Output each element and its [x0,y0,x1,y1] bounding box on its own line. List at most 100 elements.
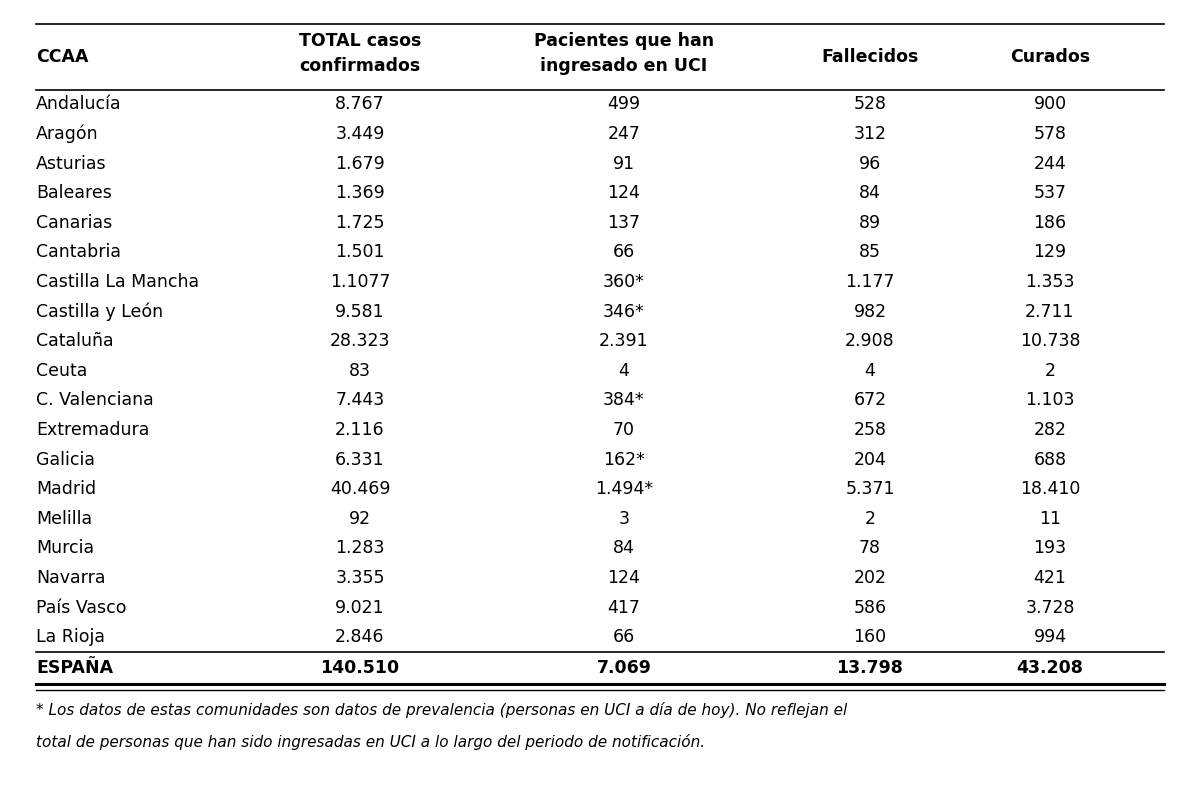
Text: 66: 66 [613,243,635,262]
Text: 3: 3 [618,510,630,528]
Text: 586: 586 [853,598,887,617]
Text: 124: 124 [607,184,641,202]
Text: 84: 84 [613,539,635,558]
Text: C. Valenciana: C. Valenciana [36,391,154,410]
Text: 312: 312 [853,125,887,143]
Text: 2.908: 2.908 [845,332,895,350]
Text: Baleares: Baleares [36,184,112,202]
Text: 2.391: 2.391 [599,332,649,350]
Text: 96: 96 [859,154,881,173]
Text: 2.846: 2.846 [335,628,385,646]
Text: 3.449: 3.449 [335,125,385,143]
Text: 85: 85 [859,243,881,262]
Text: 91: 91 [613,154,635,173]
Text: Asturias: Asturias [36,154,107,173]
Text: 6.331: 6.331 [335,450,385,469]
Text: 13.798: 13.798 [836,659,904,677]
Text: 186: 186 [1033,214,1067,232]
Text: 1.369: 1.369 [335,184,385,202]
Text: 360*: 360* [604,273,644,291]
Text: 247: 247 [607,125,641,143]
Text: Fallecidos: Fallecidos [821,48,919,66]
Text: 282: 282 [1033,421,1067,439]
Text: Castilla y León: Castilla y León [36,302,163,321]
Text: 2.711: 2.711 [1025,302,1075,321]
Text: 2: 2 [1044,362,1056,380]
Text: 84: 84 [859,184,881,202]
Text: Murcia: Murcia [36,539,94,558]
Text: Madrid: Madrid [36,480,96,498]
Text: 204: 204 [853,450,887,469]
Text: * Los datos de estas comunidades son datos de prevalencia (personas en UCI a día: * Los datos de estas comunidades son dat… [36,702,847,718]
Text: 578: 578 [1033,125,1067,143]
Text: 1.725: 1.725 [335,214,385,232]
Text: 83: 83 [349,362,371,380]
Text: 4: 4 [618,362,630,380]
Text: 78: 78 [859,539,881,558]
Text: 1.494*: 1.494* [595,480,653,498]
Text: 4: 4 [864,362,876,380]
Text: 2: 2 [864,510,876,528]
Text: 1.103: 1.103 [1025,391,1075,410]
Text: 3.728: 3.728 [1025,598,1075,617]
Text: 1.353: 1.353 [1025,273,1075,291]
Text: 9.021: 9.021 [335,598,385,617]
Text: 672: 672 [853,391,887,410]
Text: 18.410: 18.410 [1020,480,1080,498]
Text: 7.069: 7.069 [596,659,652,677]
Text: 160: 160 [853,628,887,646]
Text: 688: 688 [1033,450,1067,469]
Text: Navarra: Navarra [36,569,106,587]
Text: 982: 982 [853,302,887,321]
Text: 346*: 346* [604,302,644,321]
Text: 421: 421 [1033,569,1067,587]
Text: 994: 994 [1033,628,1067,646]
Text: TOTAL casos: TOTAL casos [299,32,421,50]
Text: 129: 129 [1033,243,1067,262]
Text: La Rioja: La Rioja [36,628,106,646]
Text: 202: 202 [853,569,887,587]
Text: Canarias: Canarias [36,214,113,232]
Text: 66: 66 [613,628,635,646]
Text: Curados: Curados [1010,48,1090,66]
Text: 537: 537 [1033,184,1067,202]
Text: 124: 124 [607,569,641,587]
Text: ingresado en UCI: ingresado en UCI [540,58,708,75]
Text: 2.116: 2.116 [335,421,385,439]
Text: Ceuta: Ceuta [36,362,88,380]
Text: 28.323: 28.323 [330,332,390,350]
Text: 900: 900 [1033,95,1067,114]
Text: CCAA: CCAA [36,48,89,66]
Text: 40.469: 40.469 [330,480,390,498]
Text: Melilla: Melilla [36,510,92,528]
Text: 140.510: 140.510 [320,659,400,677]
Text: 89: 89 [859,214,881,232]
Text: 7.443: 7.443 [335,391,385,410]
Text: 10.738: 10.738 [1020,332,1080,350]
Text: 244: 244 [1033,154,1067,173]
Text: País Vasco: País Vasco [36,598,126,617]
Text: confirmados: confirmados [299,58,421,75]
Text: 3.355: 3.355 [335,569,385,587]
Text: 384*: 384* [604,391,644,410]
Text: Pacientes que han: Pacientes que han [534,32,714,50]
Text: 8.767: 8.767 [335,95,385,114]
Text: total de personas que han sido ingresadas en UCI a lo largo del periodo de notif: total de personas que han sido ingresada… [36,734,706,750]
Text: 162*: 162* [604,450,644,469]
Text: 11: 11 [1039,510,1061,528]
Text: 70: 70 [613,421,635,439]
Text: Cantabria: Cantabria [36,243,121,262]
Text: 9.581: 9.581 [335,302,385,321]
Text: 258: 258 [853,421,887,439]
Text: 1.283: 1.283 [335,539,385,558]
Text: Extremadura: Extremadura [36,421,149,439]
Text: 417: 417 [607,598,641,617]
Text: 499: 499 [607,95,641,114]
Text: Cataluña: Cataluña [36,332,114,350]
Text: 5.371: 5.371 [845,480,895,498]
Text: 1.679: 1.679 [335,154,385,173]
Text: 137: 137 [607,214,641,232]
Text: ESPAÑA: ESPAÑA [36,659,113,677]
Text: 43.208: 43.208 [1016,659,1084,677]
Text: 92: 92 [349,510,371,528]
